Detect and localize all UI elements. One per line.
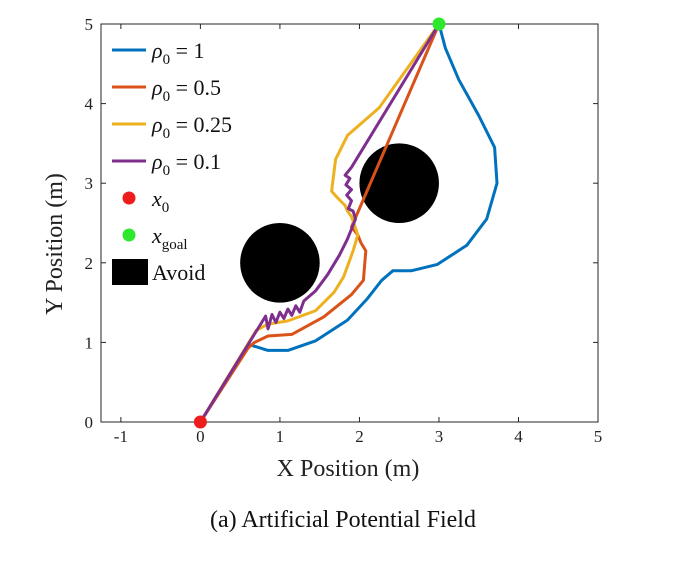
legend-avoid-swatch bbox=[112, 259, 148, 285]
legend-start-marker bbox=[122, 191, 136, 205]
y-tick-label: 0 bbox=[85, 413, 94, 432]
plot-frame bbox=[100, 23, 599, 423]
series-line-3 bbox=[198, 22, 441, 424]
y-tick-label: 2 bbox=[85, 254, 94, 273]
legend-avoid-label: Avoid bbox=[152, 260, 205, 285]
x-tick-label: 2 bbox=[355, 427, 364, 446]
legend-start-label: x0 bbox=[151, 186, 169, 216]
x-tick-label: 3 bbox=[435, 427, 444, 446]
goal-point-marker bbox=[432, 17, 446, 31]
series-line-1 bbox=[198, 22, 499, 424]
x-axis-label: X Position (m) bbox=[277, 456, 420, 482]
y-tick-label: 5 bbox=[85, 15, 94, 34]
series-line-4 bbox=[198, 22, 441, 424]
y-tick-label: 3 bbox=[85, 174, 94, 193]
legend-label-1: ρ0 = 1 bbox=[151, 38, 204, 68]
legend-label-4: ρ0 = 0.1 bbox=[151, 149, 221, 179]
legend-label-3: ρ0 = 0.25 bbox=[151, 112, 232, 142]
x-tick-label: 4 bbox=[514, 427, 523, 446]
x-tick-label: 1 bbox=[276, 427, 285, 446]
start-point-marker bbox=[193, 415, 207, 429]
y-tick-label: 4 bbox=[85, 95, 94, 114]
figure-caption: (a) Artificial Potential Field bbox=[210, 507, 476, 533]
legend-goal-label: xgoal bbox=[151, 223, 188, 253]
plot-area: -1 0 1 2 3 4 5 0 1 2 3 4 5 bbox=[85, 15, 603, 446]
x-tick-label: 5 bbox=[594, 427, 603, 446]
x-tick-label: -1 bbox=[114, 427, 128, 446]
obstacle-circle bbox=[240, 222, 320, 303]
legend-goal-marker bbox=[122, 228, 136, 242]
x-tick-label: 0 bbox=[196, 427, 205, 446]
legend-label-2: ρ0 = 0.5 bbox=[151, 75, 221, 105]
legend: ρ0 = 1 ρ0 = 0.5 ρ0 = 0.25 ρ0 = 0.1 x0 xgoal Av… bbox=[112, 38, 232, 285]
y-tick-label: 1 bbox=[85, 333, 94, 352]
y-axis-label: Y Position (m) bbox=[42, 173, 68, 315]
